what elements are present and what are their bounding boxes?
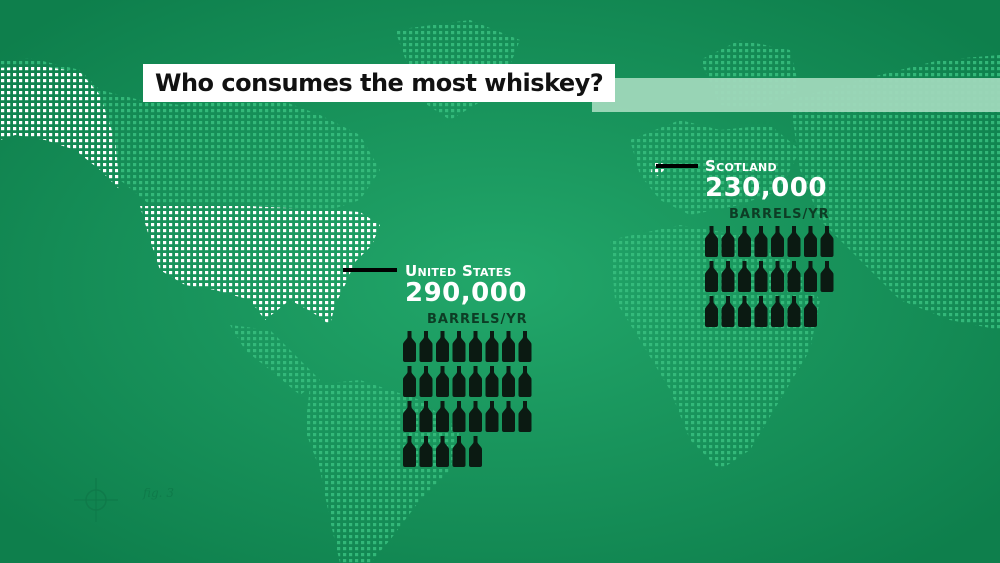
usa-whiskey-bottle-icon bbox=[419, 401, 433, 432]
scotland-whiskey-bottle-icon bbox=[787, 226, 801, 257]
usa-whiskey-bottle-icon bbox=[403, 436, 416, 467]
usa-whiskey-bottle-icon bbox=[436, 436, 449, 467]
usa-whiskey-bottle-icon bbox=[469, 331, 482, 362]
scotland-whiskey-bottle-icon bbox=[771, 296, 784, 327]
scotland-whiskey-bottle-icon bbox=[705, 226, 718, 257]
usa-whiskey-bottle-icon bbox=[403, 401, 416, 432]
usa-whiskey-bottle-icon bbox=[452, 331, 466, 362]
scotland-value: 230,000 bbox=[705, 173, 827, 203]
usa-whiskey-bottle-icon bbox=[502, 401, 515, 432]
scotland-whiskey-bottle-icon bbox=[738, 261, 751, 292]
scotland-whiskey-bottle-icon bbox=[754, 226, 768, 257]
usa-whiskey-bottle-icon bbox=[485, 366, 499, 397]
scotland-country-label: Scotland bbox=[705, 157, 777, 175]
usa-whiskey-bottle-icon bbox=[452, 366, 466, 397]
scotland-whiskey-bottle-icon bbox=[787, 296, 801, 327]
usa-country-label: United States bbox=[405, 262, 512, 280]
crosshair-icon bbox=[74, 478, 118, 522]
scotland-bottle-grid bbox=[705, 226, 834, 327]
usa-highlight bbox=[140, 206, 380, 325]
scotland-unit: BARRELS/YR bbox=[729, 207, 830, 222]
scotland-whiskey-bottle-icon bbox=[804, 296, 817, 327]
scotland-whiskey-bottle-icon bbox=[721, 261, 735, 292]
scotland-whiskey-bottle-icon bbox=[820, 226, 834, 257]
usa-whiskey-bottle-icon bbox=[436, 366, 449, 397]
usa-bottle-grid bbox=[403, 331, 532, 467]
usa-whiskey-bottle-icon bbox=[518, 401, 532, 432]
scotland-whiskey-bottle-icon bbox=[738, 226, 751, 257]
usa-leader-line bbox=[343, 268, 397, 272]
scotland-whiskey-bottle-icon bbox=[721, 296, 735, 327]
usa-whiskey-bottle-icon bbox=[436, 401, 449, 432]
usa-whiskey-bottle-icon bbox=[518, 366, 532, 397]
scotland-whiskey-bottle-icon bbox=[754, 261, 768, 292]
usa-whiskey-bottle-icon bbox=[485, 401, 499, 432]
usa-whiskey-bottle-icon bbox=[469, 436, 482, 467]
usa-value: 290,000 bbox=[405, 278, 527, 308]
usa-whiskey-bottle-icon bbox=[403, 366, 416, 397]
scotland-whiskey-bottle-icon bbox=[820, 261, 834, 292]
title-box: Who consumes the most whiskey? bbox=[143, 64, 616, 102]
alaska-highlight bbox=[0, 66, 120, 190]
usa-whiskey-bottle-icon bbox=[419, 436, 433, 467]
usa-whiskey-bottle-icon bbox=[452, 436, 466, 467]
usa-whiskey-bottle-icon bbox=[419, 366, 433, 397]
figure-label: fig. 3 bbox=[143, 486, 174, 500]
usa-unit: BARRELS/YR bbox=[427, 312, 528, 327]
usa-whiskey-bottle-icon bbox=[403, 331, 416, 362]
page-title: Who consumes the most whiskey? bbox=[155, 69, 604, 97]
usa-whiskey-bottle-icon bbox=[469, 401, 482, 432]
scotland-whiskey-bottle-icon bbox=[771, 261, 784, 292]
scotland-whiskey-bottle-icon bbox=[804, 261, 817, 292]
scotland-whiskey-bottle-icon bbox=[705, 296, 718, 327]
scotland-whiskey-bottle-icon bbox=[787, 261, 801, 292]
usa-whiskey-bottle-icon bbox=[518, 331, 532, 362]
scotland-whiskey-bottle-icon bbox=[705, 261, 718, 292]
usa-whiskey-bottle-icon bbox=[452, 401, 466, 432]
usa-whiskey-bottle-icon bbox=[502, 331, 515, 362]
scotland-whiskey-bottle-icon bbox=[754, 296, 768, 327]
usa-whiskey-bottle-icon bbox=[436, 331, 449, 362]
scotland-leader-line bbox=[656, 164, 698, 168]
usa-whiskey-bottle-icon bbox=[502, 366, 515, 397]
usa-whiskey-bottle-icon bbox=[485, 331, 499, 362]
title-strip bbox=[592, 78, 1000, 112]
usa-whiskey-bottle-icon bbox=[469, 366, 482, 397]
scotland-whiskey-bottle-icon bbox=[804, 226, 817, 257]
scotland-whiskey-bottle-icon bbox=[721, 226, 735, 257]
scotland-whiskey-bottle-icon bbox=[771, 226, 784, 257]
usa-whiskey-bottle-icon bbox=[419, 331, 433, 362]
scotland-whiskey-bottle-icon bbox=[738, 296, 751, 327]
